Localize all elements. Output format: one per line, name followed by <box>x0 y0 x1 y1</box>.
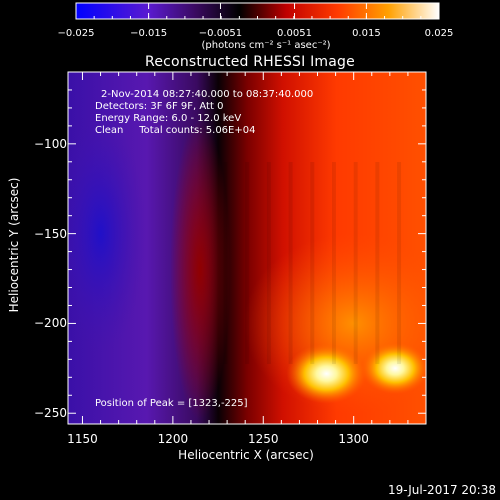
secondary-peak <box>286 343 367 404</box>
ripple-stripe <box>331 162 336 364</box>
x-tick-label: 1200 <box>157 432 189 446</box>
colorbar-tick-label: −0.025 <box>57 28 95 39</box>
colorbar-unit-label: (photons cm⁻² s⁻¹ asec⁻²) <box>201 40 331 51</box>
ripple-stripe <box>397 162 402 364</box>
colorbar-tick-label: 0.025 <box>424 28 454 39</box>
y-tick-label: −250 <box>34 406 67 421</box>
axis-ticks <box>68 71 427 424</box>
chart-title: Reconstructed RHESSI Image <box>145 54 355 70</box>
x-axis-label: Heliocentric X (arcsec) <box>178 448 314 462</box>
clean-counts-annotation: Clean Total counts: 5.06E+04 <box>95 125 256 136</box>
time-range-annotation: 2-Nov-2014 08:27:40.000 to 08:37:40.000 <box>101 89 314 100</box>
colorbar-tick-label: 0.015 <box>352 28 381 39</box>
x-tick-label: 1150 <box>67 432 98 446</box>
colorbar-ticks <box>75 3 440 19</box>
detectors-annotation: Detectors: 3F 6F 9F, Att 0 <box>95 101 224 112</box>
colorbar-tick-label: −0.0051 <box>198 28 243 39</box>
intensity-dip <box>169 119 230 420</box>
ripple-stripe <box>266 162 271 364</box>
ripple-stripe <box>288 162 293 364</box>
y-tick-label: −100 <box>34 136 67 151</box>
energy-range-annotation: Energy Range: 6.0 - 12.0 keV <box>95 113 242 124</box>
y-axis-label: Heliocentric Y (arcsec) <box>7 177 21 313</box>
peak-position-annotation: Position of Peak = [1323,-225] <box>95 398 248 409</box>
x-tick-label: 1300 <box>338 432 369 446</box>
ripple-stripe <box>375 162 380 364</box>
y-tick-label: −150 <box>34 226 67 241</box>
negative-region <box>68 113 146 354</box>
y-tick-label: −200 <box>34 316 67 331</box>
ripple-stripe <box>353 162 358 364</box>
ripple-stripe <box>310 162 315 364</box>
primary-peak <box>361 342 426 395</box>
plot-frame <box>67 71 427 425</box>
colorbar-tick-label: −0.015 <box>130 28 168 39</box>
x-tick-label: 1250 <box>247 432 279 446</box>
timestamp-footer: 19-Jul-2017 20:38 <box>387 483 496 497</box>
ripple-artifacts <box>223 162 402 364</box>
colorbar-tick-label: 0.0051 <box>277 28 313 39</box>
colorbar <box>75 2 440 20</box>
ripple-stripe <box>245 162 250 364</box>
ripple-stripe <box>223 162 228 364</box>
